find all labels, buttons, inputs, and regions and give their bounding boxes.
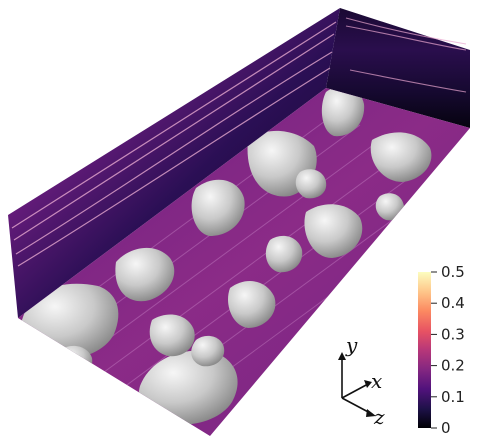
structure-8 xyxy=(370,132,432,182)
colorbar-tick-label: 0.4 xyxy=(441,294,465,312)
structure-7 xyxy=(304,204,363,258)
structure-6 xyxy=(321,88,365,137)
structure-12 xyxy=(265,235,303,273)
colorbar: 0.5 0.4 0.3 0.2 0.1 0 xyxy=(418,263,465,437)
colorbar-tick-label: 0 xyxy=(441,419,451,437)
axes-triad xyxy=(338,352,376,417)
structure-4 xyxy=(191,179,245,236)
axis-label-z: z xyxy=(373,405,385,429)
structure-9 xyxy=(228,281,276,328)
side-wall xyxy=(8,8,340,318)
axis-label-y: y xyxy=(345,333,358,357)
wall-streaks xyxy=(11,21,337,267)
structure-15 xyxy=(295,169,327,199)
colorbar-tick-label: 0.3 xyxy=(441,325,465,343)
colorbar-tick-label: 0.2 xyxy=(441,357,465,375)
structure-3 xyxy=(115,247,175,302)
channel-floor xyxy=(18,88,470,436)
structure-2 xyxy=(138,350,238,425)
structure-11 xyxy=(417,185,457,225)
axis-label-x: x xyxy=(371,369,382,393)
structure-16 xyxy=(375,193,405,221)
structure-14 xyxy=(191,335,225,367)
colorbar-tick-label: 0.1 xyxy=(441,388,465,406)
colorbar-ticks: 0.5 0.4 0.3 0.2 0.1 0 xyxy=(431,263,465,437)
colorbar-gradient xyxy=(418,272,431,428)
structure-10 xyxy=(149,314,195,357)
colorbar-tick-label: 0.5 xyxy=(441,263,465,281)
backwall-streaks xyxy=(345,17,467,93)
